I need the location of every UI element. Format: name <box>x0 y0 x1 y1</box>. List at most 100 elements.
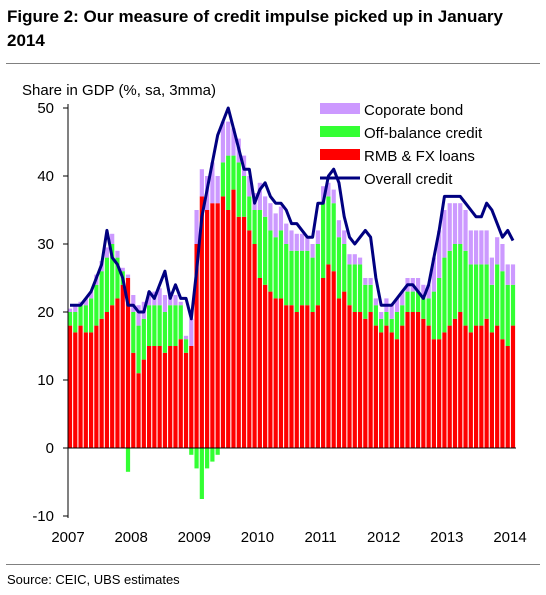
bar-segment <box>131 295 136 312</box>
bar-segment <box>426 284 431 299</box>
bar-segment <box>352 312 357 448</box>
bar-segment <box>336 220 342 238</box>
bar-segment <box>104 247 110 258</box>
bar-segment <box>468 264 473 333</box>
bar-segment <box>67 312 73 326</box>
bar-segment <box>442 257 447 333</box>
bar-segment <box>110 305 115 448</box>
bar-segment <box>268 291 273 448</box>
bar-segment <box>289 230 294 251</box>
bar-segment <box>357 312 363 448</box>
bar-segment <box>252 210 257 244</box>
bar-segment <box>299 250 305 306</box>
x-tick-label: 2010 <box>241 529 274 546</box>
bar-segment <box>336 298 342 448</box>
bar-segment <box>215 448 220 455</box>
bar-segment <box>173 295 178 306</box>
bar-segment <box>458 203 463 244</box>
bar-segment <box>125 278 131 448</box>
bar-segment <box>136 305 141 326</box>
bar-segment <box>484 230 489 265</box>
bar-segment <box>479 264 484 326</box>
bar-segment <box>473 230 479 265</box>
bar-segment <box>120 267 125 272</box>
bar-segment <box>347 264 352 306</box>
bar-segment <box>157 288 162 306</box>
bar-segment <box>278 230 284 299</box>
bar-segment <box>189 346 194 448</box>
bar-segment <box>310 244 315 258</box>
bar-segment <box>437 339 442 448</box>
bar-segment <box>236 216 241 448</box>
bar-segment <box>463 250 468 326</box>
bar-segment <box>236 162 241 217</box>
bar-segment <box>410 312 415 448</box>
bar-segment <box>194 244 199 448</box>
bar-segment <box>115 257 120 299</box>
bar-segment <box>268 230 273 292</box>
bar-segment <box>147 305 152 346</box>
bar-segment <box>315 244 320 306</box>
bar-segment <box>194 448 199 469</box>
y-tick-label: 10 <box>37 372 54 389</box>
bar-segment <box>199 196 204 448</box>
bar-segment <box>373 305 378 326</box>
bar-segment <box>141 359 146 448</box>
bar-segment <box>305 237 310 251</box>
legend-label: Off-balance credit <box>364 125 483 142</box>
bar-segment <box>384 312 389 326</box>
bar-segment <box>210 448 215 462</box>
bar-segment <box>194 210 199 244</box>
bar-segment <box>310 312 315 448</box>
legend-swatch <box>320 103 360 114</box>
bar-segment <box>241 176 247 217</box>
bar-segment <box>315 230 320 244</box>
bar-segment <box>510 284 516 326</box>
bar-segment <box>104 257 110 312</box>
bar-segment <box>152 305 157 346</box>
bar-segment <box>299 305 305 448</box>
bar-segment <box>284 244 289 306</box>
bar-segment <box>442 210 447 258</box>
bar-segment <box>226 210 231 448</box>
bar-segment <box>421 298 426 319</box>
bar-segment <box>294 312 299 448</box>
bar-segment <box>89 291 94 299</box>
bar-segment <box>305 305 310 448</box>
bar-segment <box>394 339 400 448</box>
bar-segment <box>379 312 384 319</box>
bar-segment <box>136 325 141 374</box>
bar-segment <box>178 339 183 448</box>
bar-segment <box>400 305 405 326</box>
bar-segment <box>263 284 268 448</box>
bar-segment <box>357 264 363 312</box>
x-tick-label: 2007 <box>51 529 84 546</box>
bar-segment <box>368 278 373 285</box>
bar-segment <box>331 271 336 448</box>
bar-segment <box>247 230 252 448</box>
bar-segment <box>431 257 436 292</box>
bar-segment <box>426 298 431 326</box>
bar-segment <box>120 284 125 448</box>
bar-segment <box>484 264 489 319</box>
bar-segment <box>263 216 268 285</box>
bar-segment <box>67 325 73 448</box>
bar-segment <box>452 244 458 319</box>
bar-segment <box>479 230 484 265</box>
bar-segment <box>373 325 378 448</box>
bar-segment <box>231 128 236 156</box>
bar-segment <box>273 237 278 299</box>
bar-segment <box>73 305 78 312</box>
bar-segment <box>379 318 384 333</box>
bar-segment <box>226 121 231 156</box>
bar-segment <box>331 189 336 204</box>
bar-segment <box>125 448 131 472</box>
bar-segment <box>263 196 268 217</box>
bar-segment <box>210 203 215 448</box>
bar-segment <box>78 305 83 326</box>
bar-segment <box>284 305 289 448</box>
bar-segment <box>505 284 510 346</box>
bar-segment <box>484 318 489 448</box>
bar-segment <box>505 264 510 285</box>
bar-segment <box>368 284 373 312</box>
